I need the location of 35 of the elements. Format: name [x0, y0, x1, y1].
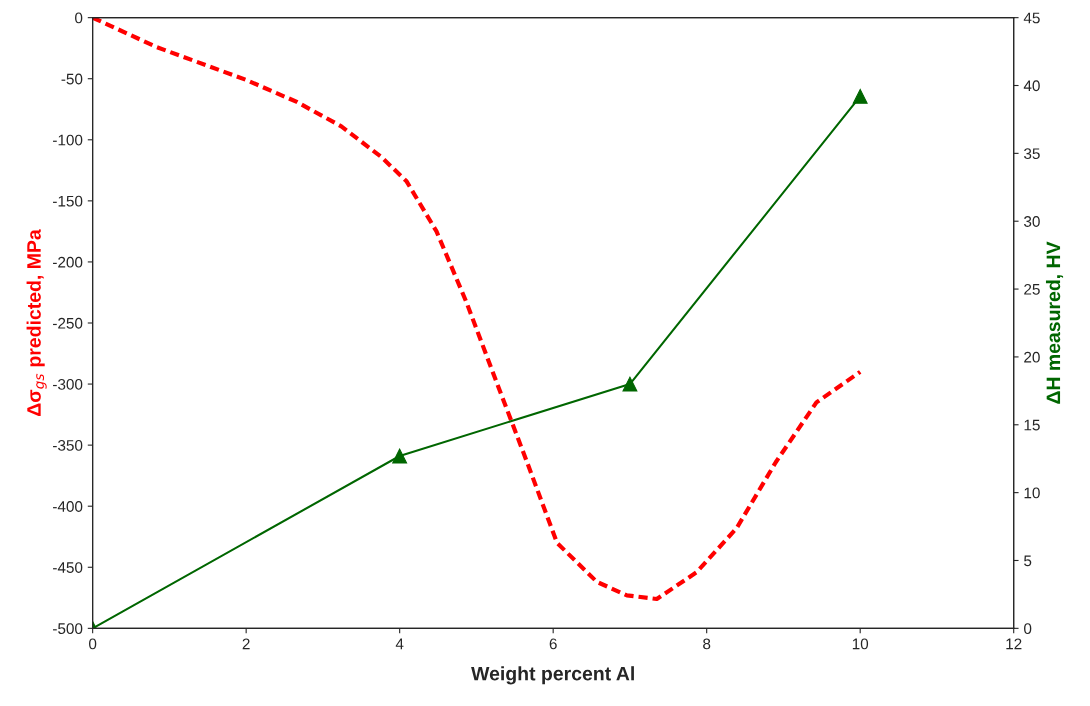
y-tick-label: -500	[53, 623, 83, 635]
y2-tick-label: 0	[1024, 623, 1032, 635]
y2-tick-label: 20	[1024, 351, 1040, 363]
point	[392, 448, 408, 464]
y-tick-label: -300	[53, 378, 83, 390]
y2-axis-title: ΔH measured, HV	[1045, 241, 1064, 404]
y2-tick-label: 25	[1024, 283, 1040, 295]
x-tick-label: 10	[852, 638, 869, 650]
y2-tick-label: 35	[1024, 148, 1040, 160]
point	[622, 376, 638, 392]
y2-tick-label: 15	[1024, 419, 1040, 431]
point	[852, 88, 868, 104]
y2-tick-label: 10	[1024, 487, 1040, 499]
x-axis-title: Weight percent Al	[471, 666, 634, 685]
y-tick-label: -200	[53, 256, 83, 268]
y-tick-label: -450	[53, 562, 83, 573]
y2-tick-label: 30	[1024, 216, 1040, 227]
x-tick-label: 4	[395, 638, 404, 650]
y-tick-label: -100	[53, 134, 83, 146]
y-tick-label: -50	[61, 73, 83, 85]
y2-tick-label: 5	[1024, 555, 1032, 567]
y2-tick-label: 45	[1023, 12, 1040, 24]
y-tick-label: 0	[75, 12, 83, 24]
line-series	[92, 17, 863, 602]
y-axis-title: Δσ$_{gs}$ predicted, MPa	[26, 229, 47, 416]
x-tick-label: 0	[89, 638, 97, 650]
y-tick-label: -150	[53, 195, 83, 207]
y-tick-label: -250	[53, 317, 83, 329]
x-tick-label: 2	[242, 638, 250, 650]
x-tick-label: 8	[703, 638, 711, 650]
y-tick-label: -400	[53, 501, 83, 512]
x-tick-label: 12	[1006, 638, 1022, 650]
y2-tick-label: 40	[1023, 80, 1040, 92]
y-tick-label: -350	[53, 440, 83, 451]
x-tick-label: 6	[549, 638, 557, 650]
